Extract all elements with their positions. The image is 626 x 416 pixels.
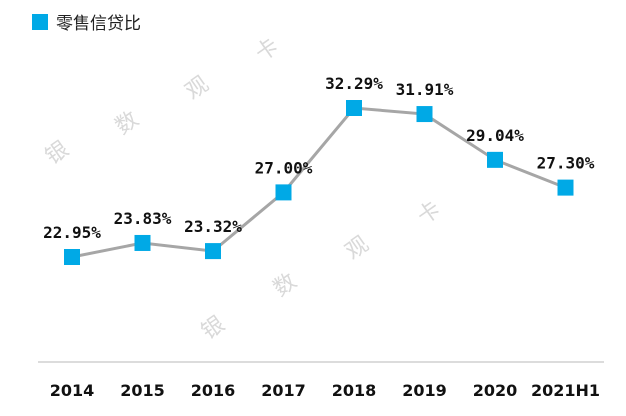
legend-marker-icon [32, 14, 48, 30]
x-tick-label: 2019 [402, 381, 447, 400]
data-label: 23.32% [184, 217, 242, 236]
data-point-marker [205, 243, 221, 260]
x-tick-label: 2021H1 [531, 381, 600, 400]
data-point-marker [557, 179, 574, 196]
data-label: 31.91% [396, 80, 454, 99]
data-point-marker [275, 184, 292, 201]
data-label: 27.00% [255, 158, 313, 177]
data-point-marker [134, 234, 151, 251]
x-tick-label: 2015 [120, 381, 165, 400]
watermark-char: 观 [181, 72, 213, 105]
watermark-char: 卡 [413, 197, 445, 230]
data-label: 32.29% [325, 74, 383, 93]
watermark-char: 银 [41, 137, 73, 170]
data-label: 29.04% [466, 126, 524, 145]
data-label: 23.83% [114, 209, 172, 228]
data-label: 22.95% [43, 223, 101, 242]
watermark-char: 卡 [251, 34, 283, 67]
legend-label: 零售信贷比 [56, 14, 141, 34]
watermark-char: 观 [341, 232, 373, 265]
x-axis-ticks: 2014 2015 2016 2017 2018 2019 2020 2021H1 [50, 381, 600, 400]
watermark-char: 数 [269, 269, 301, 302]
x-tick-label: 2017 [261, 381, 306, 400]
data-labels: 22.95% 23.83% 23.32% 27.00% 32.29% 31.91% 29.0… [43, 74, 595, 242]
x-tick-label: 2020 [473, 381, 518, 400]
data-point-marker [64, 249, 80, 265]
data-point-marker [416, 106, 433, 123]
watermark-char: 数 [111, 107, 143, 140]
series-line [71, 106, 567, 259]
legend: 零售信贷比 [32, 14, 141, 34]
x-tick-label: 2018 [332, 381, 377, 400]
data-point-marker [346, 100, 362, 116]
data-label: 27.30% [537, 154, 595, 173]
data-point-marker [487, 151, 503, 168]
watermark-char: 银 [197, 312, 229, 345]
x-tick-label: 2016 [191, 381, 236, 400]
markers [64, 100, 574, 265]
x-tick-label: 2014 [50, 381, 95, 400]
